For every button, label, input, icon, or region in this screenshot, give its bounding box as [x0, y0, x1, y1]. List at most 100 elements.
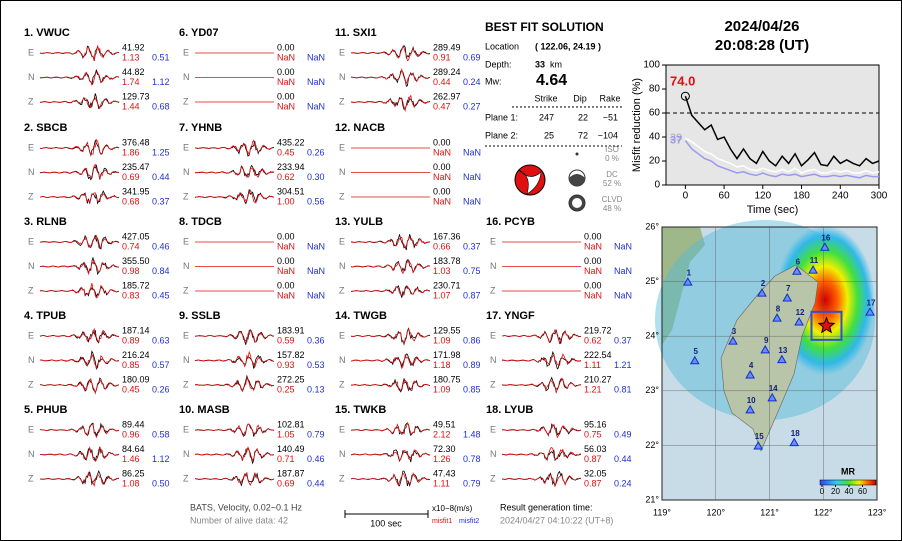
- location: ( 122.06, 24.19 ): [535, 41, 601, 51]
- station-label: 3. RLNB: [24, 216, 67, 228]
- waveform-synthetic: [350, 258, 431, 275]
- component: Z: [28, 473, 34, 483]
- station-label: 6. YD07: [179, 27, 219, 39]
- station-number: 9: [764, 336, 769, 345]
- station-number: 7: [786, 284, 791, 293]
- station-number: 5: [694, 347, 699, 356]
- iso-ball: [575, 152, 579, 156]
- amplitude: 180.75: [433, 374, 461, 384]
- station-label: 11. SXI1: [335, 27, 377, 39]
- station-marker: [728, 336, 738, 345]
- annotation: 37: [670, 135, 682, 147]
- colorbar-tick-label: 0: [820, 487, 825, 496]
- waveform-synthetic: [194, 189, 275, 204]
- misfit2: 0.86: [463, 335, 481, 345]
- amplitude: 219.72: [584, 325, 612, 335]
- component: Z: [183, 285, 189, 295]
- amplitude: 41.92: [122, 42, 145, 52]
- depth-label: Depth:: [485, 59, 512, 69]
- amplitude: 56.03: [584, 444, 607, 454]
- misfit2: NaN: [614, 266, 632, 276]
- amplitude: 222.54: [584, 350, 612, 360]
- station-marker: [757, 288, 767, 297]
- station-number: 18: [791, 429, 800, 438]
- depth: 33: [535, 59, 545, 69]
- waveform-synthetic: [39, 327, 119, 343]
- misfit1: 1.09: [433, 335, 451, 345]
- colorbar-tick-label: 60: [858, 487, 867, 496]
- waveform-synthetic: [39, 424, 120, 439]
- amplitude: 183.78: [433, 256, 461, 266]
- waveform-synthetic: [194, 166, 275, 179]
- waveform-synthetic: [194, 446, 275, 462]
- misfit2: NaN: [614, 290, 632, 300]
- misfit2: 0.63: [152, 335, 170, 345]
- y-tick-label: 0: [654, 180, 660, 191]
- amplitude: 72.30: [433, 444, 456, 454]
- lon-tick-label: 123°: [868, 507, 887, 517]
- component: Z: [28, 191, 34, 201]
- misfit2: 0.44: [152, 172, 170, 182]
- waveform-synthetic: [350, 353, 431, 370]
- component: Z: [339, 285, 345, 295]
- waveform-synthetic: [350, 421, 431, 436]
- time: 20:08:28 (UT): [715, 37, 809, 54]
- station-marker: [772, 313, 782, 322]
- waveform-synthetic: [350, 67, 431, 85]
- x-tick-label: 60: [719, 191, 731, 202]
- component: E: [490, 236, 496, 246]
- best-marker: [680, 91, 690, 101]
- plane-label: Plane 2:: [485, 130, 518, 140]
- amplitude: 167.36: [433, 231, 461, 241]
- waveform-synthetic: [501, 329, 582, 345]
- waveform-synthetic: [39, 138, 120, 156]
- misfit2: NaN: [614, 241, 632, 251]
- component: E: [183, 424, 189, 434]
- waveform-synthetic: [350, 285, 431, 297]
- component-percent: 0 %: [605, 154, 619, 163]
- misfit2: 1.48: [463, 429, 481, 439]
- component-name: CLVD: [602, 195, 623, 204]
- misfit2: NaN: [463, 172, 481, 182]
- misfit2: NaN: [307, 241, 325, 251]
- station-number: 11: [810, 256, 819, 265]
- dc-ball: [568, 169, 586, 187]
- misfit1: NaN: [277, 241, 295, 251]
- misfit2: 0.46: [152, 241, 170, 251]
- column-header: Rake: [599, 93, 620, 103]
- location-label: Location: [485, 41, 519, 51]
- station-label: 15. TWKB: [335, 404, 386, 416]
- lat-tick-label: 24°: [645, 331, 659, 341]
- component: N: [183, 355, 190, 365]
- misfit2: 0.79: [463, 478, 481, 488]
- y-tick-label: 60: [649, 108, 661, 119]
- waveform-synthetic: [39, 234, 120, 250]
- component: N: [339, 72, 346, 82]
- misfit2: 0.37: [614, 335, 632, 345]
- component: N: [490, 449, 497, 459]
- misfit1: 0.62: [277, 172, 295, 182]
- misfit2: 0.44: [307, 478, 325, 488]
- waveform-synthetic: [194, 330, 274, 343]
- misfit2: 0.46: [307, 454, 325, 464]
- component: N: [28, 261, 35, 271]
- mw: 4.64: [536, 72, 567, 89]
- map: [655, 220, 878, 501]
- component: N: [490, 261, 497, 271]
- waveform-synthetic: [501, 447, 581, 460]
- misfit1: NaN: [277, 77, 295, 87]
- misfit1: NaN: [433, 147, 451, 157]
- misfit1: 0.62: [584, 335, 602, 345]
- component: N: [28, 72, 35, 82]
- component: E: [339, 330, 345, 340]
- component: Z: [28, 285, 34, 295]
- misfit2: NaN: [307, 52, 325, 62]
- component: N: [28, 167, 35, 177]
- lon-tick-label: 120°: [706, 507, 725, 517]
- misfit2: 1.12: [152, 77, 170, 87]
- component-name: DC: [606, 170, 618, 179]
- component: E: [490, 424, 496, 434]
- misfit-line: [685, 137, 880, 174]
- component: E: [28, 142, 34, 152]
- misfit1: NaN: [277, 52, 295, 62]
